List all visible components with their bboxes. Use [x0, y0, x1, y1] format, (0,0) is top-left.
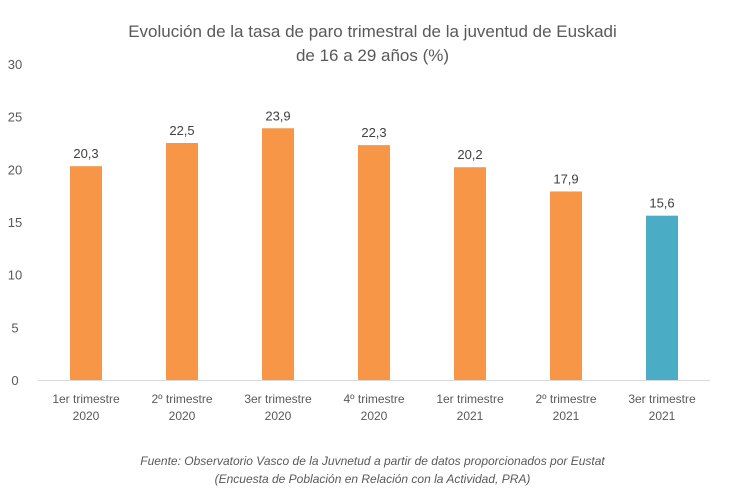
- bar: [166, 143, 198, 380]
- x-tick-label-year: 2020: [169, 409, 196, 423]
- x-tick-label-year: 2021: [553, 409, 580, 423]
- x-tick-label-year: 2021: [649, 409, 676, 423]
- source-note: Fuente: Observatorio Vasco de la Juvnetu…: [0, 452, 745, 488]
- bar: [454, 167, 486, 380]
- y-tick-label: 30: [8, 57, 22, 72]
- source-line-1: Fuente: Observatorio Vasco de la Juvnetu…: [140, 454, 605, 468]
- data-label: 22,5: [169, 123, 194, 138]
- x-tick-label: 3er trimestre: [244, 392, 312, 406]
- bar: [646, 215, 678, 380]
- bar: [550, 191, 582, 380]
- bar: [262, 128, 294, 380]
- data-label: 15,6: [649, 196, 674, 211]
- source-line-2: (Encuesta de Población en Relación con l…: [214, 472, 531, 486]
- x-tick-label: 1er trimestre: [52, 392, 120, 406]
- y-tick-label: 20: [8, 162, 22, 177]
- bar: [358, 145, 390, 380]
- x-tick-label: 1er trimestre: [436, 392, 504, 406]
- x-tick-label-year: 2020: [361, 409, 388, 423]
- y-tick-label: 10: [8, 268, 22, 283]
- data-label: 20,2: [457, 147, 482, 162]
- chart-title-line-2: de 16 a 29 años (%): [295, 46, 450, 65]
- y-tick-label: 25: [8, 110, 22, 125]
- x-tick-label-year: 2021: [457, 409, 484, 423]
- chart-title: Evolución de la tasa de paro trimestral …: [0, 20, 745, 68]
- data-label: 17,9: [553, 171, 578, 186]
- y-tick-label: 15: [8, 215, 22, 230]
- x-tick-label-year: 2020: [265, 409, 292, 423]
- chart-title-line-1: Evolución de la tasa de paro trimestral …: [128, 22, 617, 41]
- x-tick-label: 2º trimestre: [151, 392, 212, 406]
- data-label: 22,3: [361, 125, 386, 140]
- y-tick-label: 5: [11, 320, 18, 335]
- x-tick-label: 4º trimestre: [343, 392, 404, 406]
- data-label: 20,3: [73, 146, 98, 161]
- data-label: 23,9: [265, 108, 290, 123]
- y-tick-label: 0: [11, 373, 18, 388]
- x-tick-label: 3er trimestre: [628, 392, 696, 406]
- x-tick-label: 2º trimestre: [535, 392, 596, 406]
- bar: [70, 166, 102, 380]
- x-tick-label-year: 2020: [73, 409, 100, 423]
